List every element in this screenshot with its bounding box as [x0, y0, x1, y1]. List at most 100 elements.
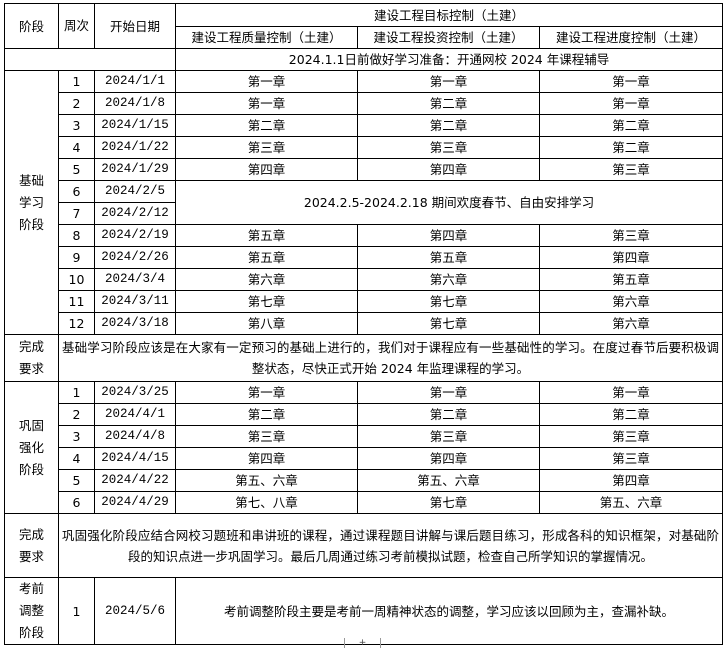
chapter-cell: 第二章: [357, 92, 540, 115]
chapter-cell: 第三章: [538, 158, 724, 181]
start-date: 2024/1/22: [94, 136, 176, 159]
study-plan-table: 阶段 周次 开始日期 建设工程目标控制（土建） 建设工程质量控制（土建） 建设工…: [4, 3, 724, 645]
header-start-date: 开始日期: [94, 3, 176, 49]
week-number: 2: [58, 92, 95, 115]
start-date: 2024/1/1: [94, 70, 176, 93]
start-date: 2024/2/12: [94, 202, 176, 225]
start-date: 2024/4/29: [94, 491, 176, 514]
week-number: 6: [58, 491, 95, 514]
week-number: 2: [58, 403, 95, 426]
chapter-cell: 第五、六章: [175, 469, 358, 492]
start-date: 2024/1/8: [94, 92, 176, 115]
chapter-cell: 第三章: [538, 447, 724, 470]
chapter-cell: 第一章: [175, 92, 358, 115]
chapter-cell: 第三章: [357, 136, 540, 159]
table-row: 5 2024/1/29 第四章 第四章 第三章: [5, 158, 724, 181]
chapter-cell: 第三章: [538, 224, 724, 247]
table-row: 巩固强化阶段 1 2024/3/25 第一章 第一章 第一章: [4, 381, 724, 514]
requirement-label: 完成要求: [4, 334, 59, 382]
chapter-cell: 第一章: [538, 92, 724, 115]
week-number: 3: [58, 114, 95, 137]
table-row: 7 2024/2/12: [5, 202, 723, 225]
chapter-cell: 第六章: [357, 268, 540, 291]
start-date: 2024/3/4: [94, 268, 176, 291]
chapter-cell: 第二章: [538, 403, 724, 426]
chapter-cell: 第三章: [175, 425, 358, 448]
start-date: 2024/4/8: [94, 425, 176, 448]
requirement-label: 完成要求: [4, 513, 59, 578]
table-row: 2 2024/4/1 第二章 第二章 第二章: [5, 403, 724, 426]
chapter-cell: 第七、八章: [175, 491, 358, 514]
chapter-cell: 第一章: [357, 70, 540, 93]
chapter-cell: 第四章: [357, 447, 540, 470]
week-number: 7: [58, 202, 95, 225]
chapter-cell: 第五、六章: [538, 491, 724, 514]
chapter-cell: 第五章: [175, 224, 358, 247]
week-number: 11: [58, 290, 95, 313]
chapter-cell: 第二章: [538, 114, 724, 137]
chapter-cell: 第四章: [357, 224, 540, 247]
chapter-cell: 第七章: [175, 290, 358, 313]
chapter-cell: 第七章: [357, 491, 540, 514]
week-number: 5: [58, 158, 95, 181]
requirement-text: 巩固强化阶段应结合网校习题班和串讲班的课程，通过课程题目讲解与课后题目练习，形成…: [57, 513, 724, 578]
start-date: 2024/5/6: [94, 577, 176, 645]
start-date: 2024/3/11: [94, 290, 176, 313]
start-date: 2024/3/18: [94, 312, 176, 335]
chapter-cell: 第四章: [538, 469, 724, 492]
requirement-row: 完成要求 基础学习阶段应该是在大家有一定预习的基础上进行的，我们对于课程应有一些基…: [4, 334, 724, 382]
chapter-cell: 第七章: [357, 312, 540, 335]
final-row: 考前调整阶段 1 2024/5/6 考前调整阶段主要是考前一周精神状态的调整，学习应该…: [4, 577, 724, 645]
header-stage: 阶段: [4, 3, 59, 49]
chapter-cell: 第一章: [175, 381, 358, 404]
week-number: 9: [58, 246, 95, 269]
week-number: 10: [58, 268, 95, 291]
header-subject-schedule: 建设工程进度控制（土建）: [538, 26, 724, 49]
chapter-cell: 第五章: [538, 268, 724, 291]
chapter-cell: 第一章: [538, 381, 724, 404]
start-date: 2024/2/26: [94, 246, 176, 269]
chapter-cell: 第五章: [175, 246, 358, 269]
holiday-note: 2024.2.5-2024.2.18 期间欢度春节、自由安排学习: [174, 180, 724, 225]
table-row: 8 2024/2/19 第五章 第四章 第三章: [5, 224, 724, 247]
table-row: 6 2024/2/5 2024.2.5-2024.2.18 期间欢度春节、自由安排学…: [5, 180, 724, 225]
table-row: 6 2024/4/29 第七、八章 第七章 第五、六章: [5, 491, 724, 514]
table-row: 5 2024/4/22 第五、六章 第五、六章 第四章: [5, 469, 724, 492]
start-date: 2024/4/22: [94, 469, 176, 492]
add-row-handle[interactable]: +: [344, 638, 381, 648]
chapter-cell: 第三章: [175, 136, 358, 159]
chapter-cell: 第四章: [175, 158, 358, 181]
chapter-cell: 第六章: [538, 312, 724, 335]
week-number: 4: [58, 136, 95, 159]
requirement-text: 基础学习阶段应该是在大家有一定预习的基础上进行的，我们对于课程应有一些基础性的学…: [57, 334, 724, 382]
start-date: 2024/4/1: [94, 403, 176, 426]
start-date: 2024/2/5: [94, 180, 176, 203]
final-note: 考前调整阶段主要是考前一周精神状态的调整，学习应该以回顾为主，查漏补缺。: [174, 577, 724, 645]
chapter-cell: 第三章: [357, 425, 540, 448]
table-row: 12 2024/3/18 第八章 第七章 第六章: [5, 312, 724, 335]
table-row: 3 2024/1/15 第二章 第二章 第二章: [5, 114, 724, 137]
week-number: 5: [58, 469, 95, 492]
chapter-cell: 第一章: [538, 70, 724, 93]
chapter-cell: 第八章: [175, 312, 358, 335]
table-row: 9 2024/2/26 第五章 第五章 第四章: [5, 246, 724, 269]
table-row: 11 2024/3/11 第七章 第七章 第六章: [5, 290, 724, 313]
table-row: 2 2024/1/8 第一章 第二章 第一章: [5, 92, 724, 115]
table-row: 4 2024/1/22 第三章 第三章 第二章: [5, 136, 724, 159]
week-number: 1: [58, 577, 95, 645]
start-date: 2024/4/15: [94, 447, 176, 470]
week-number: 4: [58, 447, 95, 470]
week-number: 6: [58, 180, 95, 203]
stage-label: 考前调整阶段: [4, 577, 59, 645]
chapter-cell: 第一章: [357, 381, 540, 404]
chapter-cell: 第二章: [175, 403, 358, 426]
week-number: 1: [58, 70, 95, 93]
header-subject-investment: 建设工程投资控制（土建）: [357, 26, 540, 49]
chapter-cell: 第二章: [175, 114, 358, 137]
chapter-cell: 第七章: [357, 290, 540, 313]
stage-label: 巩固强化阶段: [4, 381, 59, 514]
table-row: 3 2024/4/8 第三章 第三章 第三章: [5, 425, 724, 448]
table-row: 4 2024/4/15 第四章 第四章 第三章: [5, 447, 724, 470]
start-date: 2024/2/19: [94, 224, 176, 247]
chapter-cell: 第三章: [538, 425, 724, 448]
